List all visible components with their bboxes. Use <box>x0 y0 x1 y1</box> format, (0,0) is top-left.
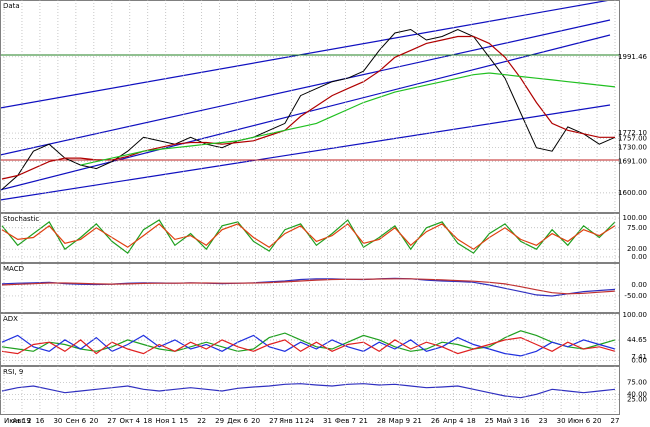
y-tick-label: 1772.10 <box>618 129 647 137</box>
x-tick-label: Авг 2 <box>12 417 31 425</box>
x-tick-label: 20 <box>89 417 98 425</box>
panel-frame <box>0 366 620 415</box>
x-tick-label: 20 <box>251 417 260 425</box>
x-tick-label: 16 <box>35 417 44 425</box>
panel-title: Stochastic <box>3 215 39 223</box>
x-tick-label: 30 <box>557 417 566 425</box>
x-tick-label: 15 <box>179 417 188 425</box>
x-tick-label: 18 <box>467 417 476 425</box>
panel-title: Data <box>3 2 20 10</box>
x-tick-label: Сен 6 <box>66 417 87 425</box>
panel-title-bg <box>1 314 41 323</box>
y-tick-label: 44.65 <box>627 336 647 344</box>
x-tick-label: 28 <box>377 417 386 425</box>
x-tick-label: 31 <box>323 417 332 425</box>
x-tick-label: 18 <box>143 417 152 425</box>
trend-line <box>0 0 611 109</box>
panel-title: MACD <box>3 265 24 273</box>
panel-title-bg <box>1 214 41 223</box>
y-tick-label: 100.00 <box>623 214 648 222</box>
y-tick-label: 0.00 <box>631 253 647 261</box>
trend-line <box>0 104 611 201</box>
x-tick-label: 20 <box>593 417 602 425</box>
x-tick-label: 21 <box>359 417 368 425</box>
y-tick-label: 25.00 <box>627 395 647 403</box>
x-tick-label: 21 <box>413 417 422 425</box>
x-tick-label: Ноя 1 <box>156 417 176 425</box>
panel-title-bg <box>1 264 41 273</box>
series-line <box>1 336 616 355</box>
y-tick-label: 40.00 <box>627 390 647 398</box>
x-tick-label: 26 <box>431 417 440 425</box>
panel-frame <box>0 313 620 366</box>
series-line <box>1 383 616 399</box>
y-tick-label: 1991.46 <box>618 53 647 61</box>
panel-title: RSI, 9 <box>3 368 23 376</box>
x-tick-label: Май 3 <box>496 417 518 425</box>
series-line <box>1 223 616 250</box>
series-line <box>1 334 616 357</box>
y-tick-label: 1600.00 <box>618 189 647 197</box>
series-line <box>80 72 616 166</box>
series-line <box>1 28 616 190</box>
x-tick-label: Янв 11 <box>279 417 304 425</box>
x-tick-label: 24 <box>305 417 314 425</box>
y-tick-label: -50.00 <box>624 292 647 300</box>
x-tick-label: 27 <box>611 417 620 425</box>
x-tick-label: 22 <box>197 417 206 425</box>
x-tick-label: Апр 4 <box>443 417 464 425</box>
y-tick-label: 1730.00 <box>618 144 647 152</box>
x-tick-label: Дек 6 <box>227 417 248 425</box>
x-tick-label: 27 <box>107 417 116 425</box>
panel-frame <box>0 213 620 263</box>
trend-line <box>0 19 611 156</box>
y-tick-label: 1691.00 <box>618 157 647 165</box>
series-line <box>1 278 616 295</box>
y-tick-label: 20.00 <box>627 245 647 253</box>
panel-frame <box>0 263 620 313</box>
x-tick-label: 23 <box>539 417 548 425</box>
y-tick-label: 0.00 <box>631 281 647 289</box>
panel-title-bg <box>1 1 41 10</box>
x-tick-label: Июн 6 <box>568 417 591 425</box>
x-tick-label: 25 <box>485 417 494 425</box>
y-tick-label: 1757.00 <box>618 134 647 142</box>
y-tick-label: 75.00 <box>627 224 647 232</box>
y-tick-label: 7.41 <box>631 353 647 361</box>
x-tick-label: 16 <box>521 417 530 425</box>
y-tick-label: 75.00 <box>627 379 647 387</box>
x-tick-label: Окт 4 <box>120 417 141 425</box>
x-tick-label: Июн 19 <box>4 417 31 425</box>
panel-title-bg <box>1 367 41 376</box>
y-tick-label: 100.00 <box>623 311 648 319</box>
x-tick-label: 30 <box>53 417 62 425</box>
series-line <box>1 330 616 352</box>
panel-title: ADX <box>3 315 18 323</box>
y-tick-label: 0.00 <box>631 356 647 364</box>
panel-frame <box>0 0 620 213</box>
x-tick-label: 27 <box>269 417 278 425</box>
x-tick-label: 29 <box>215 417 224 425</box>
x-tick-label: Фев 7 <box>335 417 356 425</box>
x-tick-label: Мар 9 <box>389 417 410 425</box>
